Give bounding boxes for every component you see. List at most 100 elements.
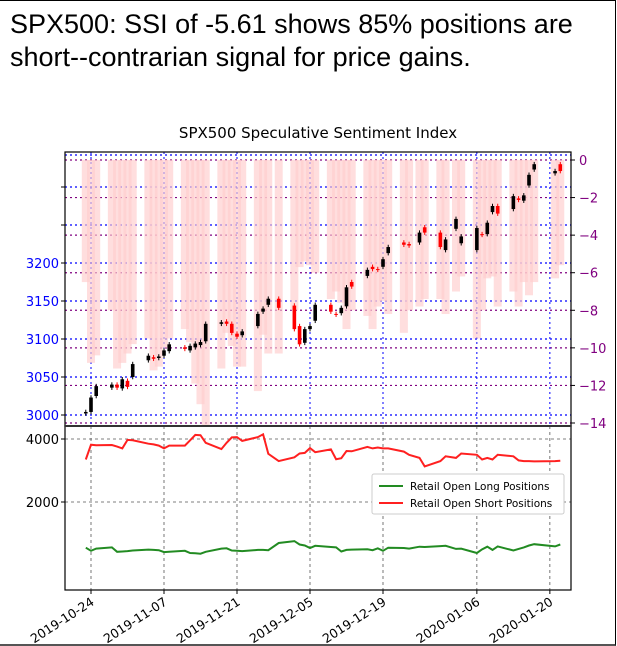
candle-body — [558, 164, 563, 172]
ssi-tick-label: −12 — [579, 379, 606, 394]
price-tick-label: 3200 — [26, 257, 59, 272]
ssi-bar — [337, 160, 346, 303]
candle-body — [224, 321, 229, 324]
candle-body — [266, 298, 271, 305]
candle-body — [146, 355, 151, 361]
candle-body — [329, 304, 333, 312]
candle-body — [188, 345, 192, 351]
long-positions-line — [85, 540, 561, 555]
candle-body — [339, 307, 344, 314]
ssi-bar — [180, 160, 189, 330]
date-tick-label: 2019-11-21 — [174, 594, 243, 646]
ssi-bar — [238, 160, 247, 367]
candle-body — [417, 232, 422, 243]
ssi-bar — [551, 160, 560, 279]
ssi-bar — [113, 160, 122, 369]
candle-body — [349, 282, 354, 287]
ssi-bar — [107, 160, 116, 311]
ssi-bar — [222, 160, 231, 333]
price-tick-label: 3100 — [26, 333, 59, 348]
ssi-bar — [253, 160, 262, 392]
ssi-bar — [165, 160, 174, 339]
ssi-bar — [123, 160, 132, 354]
date-tick-label: 2019-11-07 — [101, 594, 170, 646]
chart-title: SPX500 Speculative Sentiment Index — [179, 124, 457, 142]
ssi-bar — [363, 160, 372, 316]
candle-body — [485, 222, 490, 235]
headline: SPX500: SSI of -5.61 shows 85% positions… — [10, 9, 573, 72]
ssi-bar — [118, 160, 127, 363]
ssi-bar — [311, 160, 320, 273]
candle-body — [334, 313, 338, 315]
candle-body — [407, 244, 411, 246]
candle-body — [527, 174, 531, 186]
candle-body — [83, 411, 88, 414]
candle-body — [240, 331, 245, 336]
ssi-bar — [441, 160, 450, 315]
ssi-bar — [191, 160, 200, 384]
candle-body — [516, 198, 521, 200]
candle-body — [89, 397, 93, 412]
candle-body — [454, 218, 458, 229]
ssi-bar — [342, 160, 351, 330]
ssi-bar — [274, 160, 283, 354]
candle-body — [156, 356, 161, 358]
ssi-bar — [488, 160, 497, 277]
candle-body — [313, 304, 318, 321]
ssi-bar — [530, 160, 539, 283]
ssi-bar — [368, 160, 377, 330]
candle-body — [370, 266, 375, 270]
ssi-tick-label: −4 — [579, 229, 598, 244]
ssi-bar — [483, 160, 492, 279]
positions-tick-label: 4000 — [26, 433, 59, 448]
candle-body — [490, 206, 495, 213]
price-tick-label: 3150 — [26, 295, 59, 310]
ssi-tick-label: 0 — [579, 154, 587, 169]
candle-body — [276, 298, 281, 308]
ssi-bar — [128, 160, 137, 345]
ssi-tick-label: −2 — [579, 192, 598, 207]
candle-body — [110, 384, 114, 388]
candle-body — [344, 287, 349, 307]
legend-label-short: Retail Open Short Positions — [410, 498, 552, 510]
candle-body — [203, 323, 208, 342]
ssi-bar — [160, 160, 168, 348]
ssi-tick-label: −6 — [579, 267, 598, 282]
ssi-bar — [514, 160, 523, 307]
ssi-bar — [379, 160, 387, 301]
candle-body — [475, 228, 479, 251]
date-tick-label: 2020-01-06 — [413, 594, 482, 646]
ssi-bar — [436, 160, 445, 300]
candle-body — [120, 379, 125, 389]
candle-body — [297, 326, 302, 345]
candle-body — [235, 333, 239, 337]
ssi-bar — [87, 160, 95, 363]
candle-body — [480, 234, 484, 236]
candle-body — [229, 323, 234, 333]
ssi-bar — [457, 160, 466, 277]
legend-label-long: Retail Open Long Positions — [410, 481, 550, 493]
candle-body — [302, 329, 307, 343]
candle-body — [365, 269, 370, 276]
ssi-bar — [493, 160, 502, 307]
candle-body — [130, 364, 135, 377]
ssi-bar — [201, 160, 210, 427]
ssi-bar — [264, 160, 273, 354]
ssi-bar — [384, 160, 393, 315]
candle-body — [402, 242, 406, 245]
ssi-bar — [154, 160, 163, 367]
legend: Retail Open Long Positions Retail Open S… — [371, 473, 565, 515]
ssi-bar — [144, 160, 153, 339]
ssi-bar — [92, 160, 101, 356]
candle-body — [375, 269, 380, 271]
ssi-tick-label: −14 — [579, 417, 606, 432]
ssi-bar — [373, 160, 382, 307]
ssi-bar — [347, 160, 356, 311]
date-tick-label: 2019-10-24 — [28, 594, 97, 646]
candle-body — [292, 305, 297, 330]
candle-body — [495, 206, 500, 214]
candle-body — [521, 195, 526, 201]
ssi-bar — [326, 160, 335, 300]
